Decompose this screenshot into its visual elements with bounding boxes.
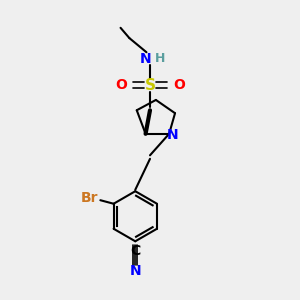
Text: S: S <box>145 78 155 93</box>
Text: O: O <box>115 78 127 92</box>
Text: Br: Br <box>81 191 98 206</box>
Text: N: N <box>130 264 141 278</box>
Text: C: C <box>130 244 140 258</box>
Text: H: H <box>155 52 166 65</box>
Text: N: N <box>166 128 178 142</box>
Text: N: N <box>140 52 152 66</box>
Text: O: O <box>173 78 185 92</box>
